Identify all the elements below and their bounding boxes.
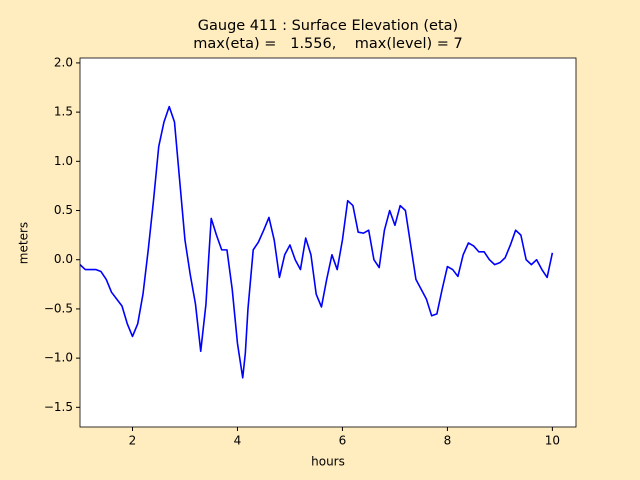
- y-tick-label: −1.0: [44, 351, 73, 365]
- axes-frame: [79, 57, 577, 428]
- chart-subtitle: max(eta) = 1.556, max(level) = 7: [193, 36, 463, 52]
- x-tick-label: 2: [129, 434, 137, 448]
- x-axis-label: hours: [311, 455, 345, 469]
- y-axis-label: meters: [17, 222, 31, 264]
- y-tick-label: 0.0: [54, 252, 73, 266]
- plot-area: [80, 58, 576, 427]
- x-tick-label: 10: [545, 434, 560, 448]
- y-tick-label: 1.0: [54, 154, 73, 168]
- chart-title: Gauge 411 : Surface Elevation (eta): [198, 18, 458, 34]
- y-tick-label: −0.5: [44, 301, 73, 315]
- y-tick-label: 2.0: [54, 55, 73, 69]
- x-tick-label: 4: [234, 434, 242, 448]
- y-tick-label: −1.5: [44, 400, 73, 414]
- y-tick-label: 0.5: [54, 203, 73, 217]
- data-line: [79, 105, 554, 379]
- y-tick-label: 1.5: [54, 105, 73, 119]
- x-tick-label: 8: [444, 434, 452, 448]
- x-tick-label: 6: [339, 434, 347, 448]
